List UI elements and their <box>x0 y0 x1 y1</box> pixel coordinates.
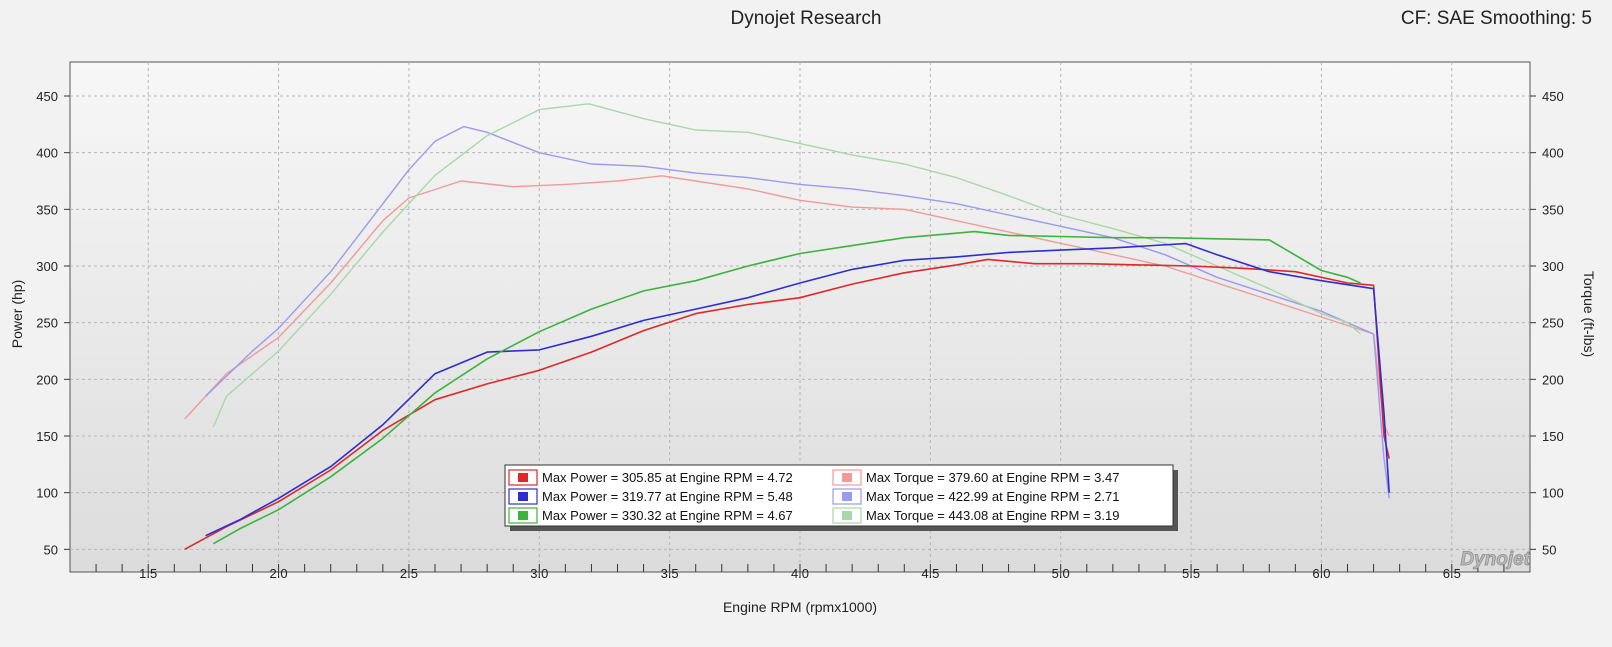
legend-swatch <box>842 511 852 520</box>
axes <box>64 95 1536 578</box>
x-tick-label: 2.5 <box>400 566 418 581</box>
blue-power-line <box>205 242 1390 537</box>
x-axis-label: Engine RPM (rpmx1000) <box>723 599 877 615</box>
legend-entry-label: Max Power = 330.32 at Engine RPM = 4.67 <box>542 508 793 523</box>
y-left-tick-labels: 50 100 150 200 250 300 350 400 450 <box>36 89 58 557</box>
y-left-tick-label: 450 <box>36 89 58 104</box>
y-right-tick-label: 400 <box>1542 146 1564 161</box>
y-right-tick-label: 450 <box>1542 89 1564 104</box>
red-power-line <box>184 258 1390 551</box>
y-right-tick-labels: 50 100 150 200 250 300 350 400 450 <box>1542 89 1564 557</box>
y-right-tick-label: 250 <box>1542 316 1564 331</box>
y-left-tick-label: 350 <box>36 202 58 217</box>
y-right-tick-label: 200 <box>1542 372 1564 387</box>
legend-entry-label: Max Power = 319.77 at Engine RPM = 5.48 <box>542 489 793 504</box>
legend: Max Power = 305.85 at Engine RPM = 4.72 M… <box>504 464 1178 531</box>
x-tick-label: 4.0 <box>791 566 809 581</box>
legend-swatch <box>842 492 852 501</box>
correction-factor-label: CF: SAE Smoothing: 5 <box>1400 8 1592 29</box>
legend-entry-label: Max Torque = 443.08 at Engine RPM = 3.19 <box>866 508 1119 523</box>
legend-entry-label: Max Torque = 422.99 at Engine RPM = 2.71 <box>866 489 1119 504</box>
y-left-tick-label: 300 <box>36 259 58 274</box>
x-tick-label: 1.5 <box>139 566 157 581</box>
y-right-tick-label: 100 <box>1542 486 1564 501</box>
y-left-tick-label: 400 <box>36 146 58 161</box>
x-tick-label: 2.0 <box>270 566 288 581</box>
red-torque-line <box>184 175 1390 437</box>
y-right-tick-label: 300 <box>1542 259 1564 274</box>
y-right-tick-label: 150 <box>1542 429 1564 444</box>
green-power-line <box>213 230 1361 545</box>
legend-swatch <box>518 473 528 482</box>
y-right-tick-label: 50 <box>1542 542 1556 557</box>
blue-torque-line <box>205 125 1390 499</box>
x-tick-labels: 1.5 2.0 2.5 3.0 3.5 4.0 4.5 5.0 5.5 6.0 6.5 <box>139 566 1461 581</box>
x-tick-label: 6.0 <box>1312 566 1330 581</box>
legend-swatch <box>518 492 528 501</box>
y-left-tick-label: 250 <box>36 316 58 331</box>
grid-lines <box>70 62 1530 572</box>
x-tick-label: 3.5 <box>661 566 679 581</box>
x-tick-label: 5.5 <box>1182 566 1200 581</box>
chart-title: Dynojet Research <box>730 8 882 29</box>
y-left-tick-label: 150 <box>36 429 58 444</box>
y-left-axis-label: Power (hp) <box>9 280 25 348</box>
y-right-tick-label: 350 <box>1542 202 1564 217</box>
green-torque-line <box>212 103 1361 428</box>
y-right-axis-label: Torque (ft-lbs) <box>1581 271 1597 357</box>
x-tick-label: 4.5 <box>921 566 939 581</box>
y-left-tick-label: 200 <box>36 372 58 387</box>
y-left-tick-label: 100 <box>36 486 58 501</box>
x-tick-label: 3.0 <box>530 566 548 581</box>
legend-entry-label: Max Power = 305.85 at Engine RPM = 4.72 <box>542 470 793 485</box>
y-left-tick-label: 50 <box>44 542 58 557</box>
legend-swatch <box>518 511 528 520</box>
x-tick-label: 5.0 <box>1052 566 1070 581</box>
dynojet-watermark: Dynojet <box>1460 549 1530 570</box>
series-lines <box>184 103 1390 551</box>
legend-entry-label: Max Torque = 379.60 at Engine RPM = 3.47 <box>866 470 1119 485</box>
legend-swatch <box>842 473 852 482</box>
x-tick-label: 6.5 <box>1443 566 1461 581</box>
